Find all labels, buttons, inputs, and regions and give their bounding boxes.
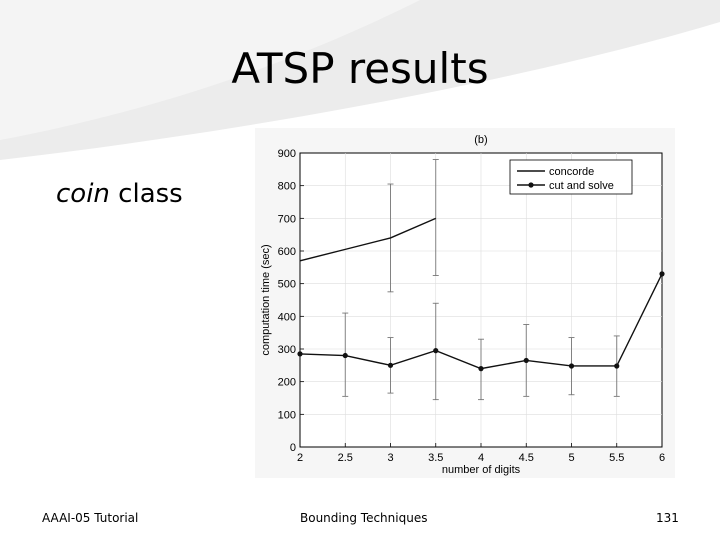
footer-page-number: 131 [656, 511, 679, 525]
data-point-cut-and-solve [659, 271, 665, 277]
legend-box [509, 159, 633, 195]
subtitle-rest: class [109, 179, 183, 209]
subtitle-emphasis: coin [56, 179, 110, 209]
y-tick-label: 800 [278, 181, 296, 193]
footer-left: AAAI-05 Tutorial [42, 511, 139, 525]
slide-title: ATSP results [231, 44, 489, 93]
footer-center: Bounding Techniques [300, 511, 428, 525]
data-point-cut-and-solve [478, 366, 484, 372]
x-tick-label: 2.5 [338, 452, 353, 464]
series-line-concorde [299, 217, 437, 262]
x-tick-label: 2 [297, 452, 303, 464]
y-tick-label: 600 [278, 246, 296, 258]
x-axis-label: number of digits [442, 464, 521, 476]
data-point-cut-and-solve [342, 352, 348, 359]
x-tick-label: 3.5 [428, 452, 443, 464]
y-tick-label: 200 [278, 377, 296, 389]
ticks-layer: 0 100 200 300 400 500 600 700 800 900 2 2.5 3 3.5 4 4.5… [278, 148, 665, 464]
data-point-cut-and-solve [433, 348, 439, 354]
data-point-cut-and-solve [568, 363, 575, 369]
series-layer [297, 159, 665, 401]
y-tick-label: 100 [278, 409, 296, 421]
atsp-chart: 0 100 200 300 400 500 600 700 800 900 2 2.5 3 3.5 4 4.5… [255, 128, 675, 478]
legend-label-concorde: concorde [549, 166, 594, 178]
swoosh-highlight [0, 0, 420, 140]
y-tick-label: 900 [278, 148, 296, 160]
data-point-cut-and-solve [614, 363, 620, 369]
chart-title: (b) [474, 134, 487, 146]
legend-marker-cut-and-solve [528, 182, 534, 188]
y-tick-label: 0 [290, 442, 296, 454]
background-swoosh [0, 0, 720, 160]
y-tick-label: 500 [278, 279, 296, 291]
data-point-cut-and-solve [297, 351, 303, 357]
y-tick-label: 700 [278, 213, 296, 225]
x-tick-label: 5 [568, 452, 574, 464]
x-tick-label: 3 [387, 452, 393, 464]
x-tick-label: 4.5 [519, 452, 534, 464]
x-tick-label: 5.5 [609, 452, 624, 464]
legend-label-cut-and-solve: cut and solve [549, 180, 614, 192]
y-tick-label: 400 [278, 311, 296, 323]
legend: concorde cut and solve [509, 159, 633, 195]
data-point-cut-and-solve [523, 357, 529, 364]
y-tick-label: 300 [278, 344, 296, 356]
y-axis-label: computation time (sec) [260, 244, 272, 355]
data-point-cut-and-solve [387, 362, 394, 368]
x-tick-label: 6 [659, 452, 665, 464]
slide-subtitle: coin class [56, 179, 183, 209]
x-tick-label: 4 [478, 452, 484, 464]
